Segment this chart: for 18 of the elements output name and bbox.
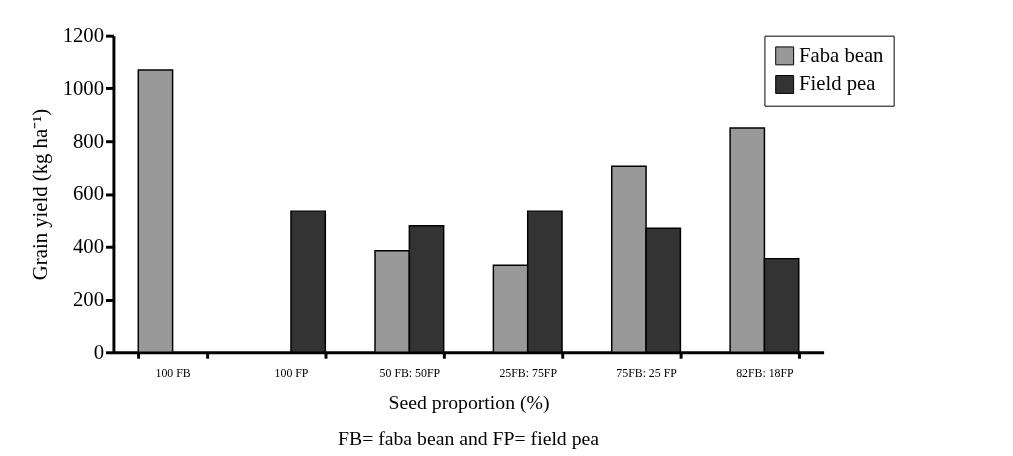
y-tick-label: 1200 [62, 24, 105, 47]
x-axis-title: Seed proportion (%) [388, 391, 550, 415]
x-tick-label: 75FB: 25 FP [616, 366, 678, 381]
y-tick-label: 400 [73, 235, 105, 258]
x-tick-label: 50 FB: 50FP [379, 366, 441, 381]
x-tick-label: 100 FB [155, 366, 191, 381]
legend-label: Field pea [798, 72, 876, 96]
x-tick-label: 100 FP [274, 366, 309, 381]
y-tick-label: 1000 [62, 76, 105, 99]
legend-label: Faba bean [798, 43, 885, 66]
y-tick-label: 800 [73, 129, 105, 152]
x-tick-label: 25FB: 75FP [499, 366, 558, 381]
y-tick-label: 0 [93, 340, 105, 363]
y-axis-title: Grain yield (kg ha⁻¹) [28, 108, 52, 281]
text: FB= faba bean and FP= field pea [338, 427, 600, 450]
x-tick-label: 82FB: 18FP [736, 366, 795, 381]
y-tick-label: 600 [73, 182, 105, 205]
y-tick-label: 200 [73, 287, 105, 310]
